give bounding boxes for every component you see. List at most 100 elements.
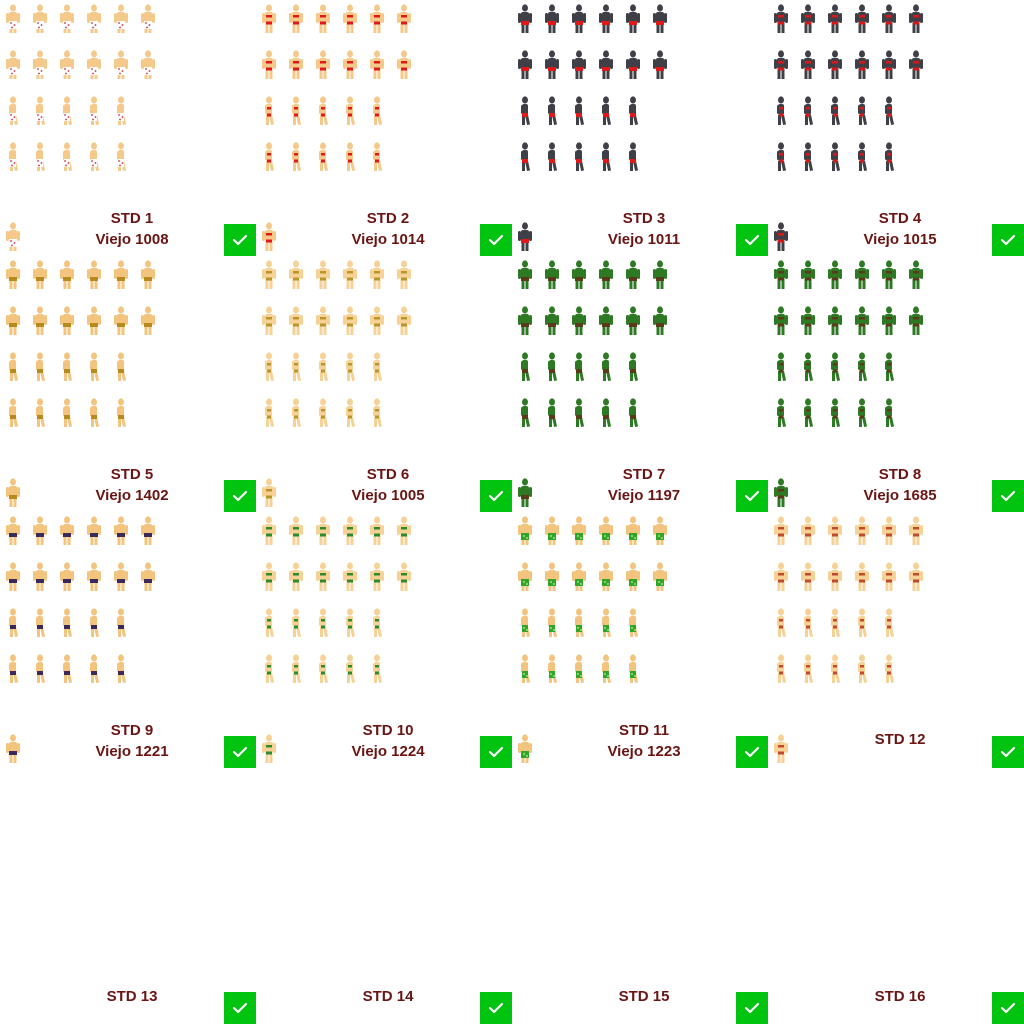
sprite-set-cell[interactable]: STD 12 — [768, 512, 1024, 768]
character-sprite — [599, 260, 613, 289]
character-sprite — [521, 398, 531, 427]
character-sprite — [316, 260, 330, 289]
character-sprite — [602, 352, 612, 381]
character-sprite — [831, 654, 841, 683]
sprite-set-cell[interactable]: STD 11 Viejo 1223 — [512, 512, 768, 768]
character-sprite — [909, 4, 923, 33]
sprite-set-cell[interactable]: STD 8 Viejo 1685 — [768, 256, 1024, 512]
character-sprite — [63, 352, 73, 381]
checkmark-icon[interactable] — [736, 224, 768, 256]
sprite-set-cell[interactable]: STD 4 Viejo 1015 — [768, 0, 1024, 256]
sprite-sheet — [6, 4, 155, 171]
character-sprite — [262, 478, 276, 507]
sprite-sheet — [774, 516, 923, 683]
character-sprite — [518, 4, 532, 33]
character-sprite — [885, 142, 895, 171]
character-sprite — [575, 96, 585, 125]
checkmark-icon[interactable] — [992, 992, 1024, 1024]
character-sprite — [804, 96, 814, 125]
character-sprite — [60, 516, 74, 545]
character-sprite — [626, 50, 640, 79]
character-sprite — [545, 306, 559, 335]
sprite-set-cell[interactable]: STD 13 — [0, 768, 256, 1024]
character-sprite — [626, 306, 640, 335]
sprite-sheet — [518, 260, 667, 427]
character-sprite — [858, 96, 868, 125]
checkmark-icon[interactable] — [992, 224, 1024, 256]
checkmark-icon[interactable] — [224, 224, 256, 256]
character-sprite — [774, 50, 788, 79]
character-sprite — [397, 516, 411, 545]
viejo-label: Viejo 1402 — [95, 487, 169, 504]
character-sprite — [6, 516, 20, 545]
checkmark-icon[interactable] — [736, 736, 768, 768]
character-sprite — [90, 352, 100, 381]
sprite-preview — [6, 478, 20, 507]
sprite-set-cell[interactable]: STD 5 Viejo 1402 — [0, 256, 256, 512]
sprite-preview — [774, 478, 788, 507]
character-sprite — [36, 142, 46, 171]
character-sprite — [265, 96, 275, 125]
character-sprite — [292, 96, 302, 125]
character-sprite — [370, 50, 384, 79]
character-sprite — [885, 352, 895, 381]
sprite-set-cell[interactable]: STD 9 Viejo 1221 — [0, 512, 256, 768]
sprite-set-cell[interactable]: STD 14 — [256, 768, 512, 1024]
character-sprite — [36, 96, 46, 125]
character-sprite — [33, 4, 47, 33]
checkmark-icon[interactable] — [480, 992, 512, 1024]
character-sprite — [114, 50, 128, 79]
character-sprite — [629, 352, 639, 381]
checkmark-icon[interactable] — [992, 736, 1024, 768]
sprite-sheet — [262, 4, 411, 171]
checkmark-icon[interactable] — [736, 480, 768, 512]
character-sprite — [373, 608, 383, 637]
checkmark-icon[interactable] — [480, 224, 512, 256]
character-sprite — [289, 260, 303, 289]
character-sprite — [626, 562, 640, 591]
character-sprite — [9, 142, 19, 171]
sprite-set-cell[interactable]: STD 6 Viejo 1005 — [256, 256, 512, 512]
viejo-label: Viejo 1685 — [863, 487, 937, 504]
sprite-set-cell[interactable]: STD 16 — [768, 768, 1024, 1024]
sprite-set-cell[interactable]: STD 10 Viejo 1224 — [256, 512, 512, 768]
character-sprite — [828, 50, 842, 79]
checkmark-icon[interactable] — [224, 992, 256, 1024]
sprite-set-cell[interactable]: STD 3 Viejo 1011 — [512, 0, 768, 256]
sprite-set-cell[interactable]: STD 2 Viejo 1014 — [256, 0, 512, 256]
character-sprite — [397, 260, 411, 289]
character-sprite — [828, 4, 842, 33]
viejo-label: Viejo 1008 — [95, 231, 169, 248]
sprite-preview — [262, 734, 276, 763]
character-sprite — [653, 516, 667, 545]
checkmark-icon[interactable] — [736, 992, 768, 1024]
character-sprite — [346, 352, 356, 381]
character-sprite — [602, 96, 612, 125]
character-sprite — [265, 608, 275, 637]
character-sprite — [885, 654, 895, 683]
character-sprite — [521, 654, 531, 683]
character-sprite — [629, 96, 639, 125]
character-sprite — [319, 96, 329, 125]
sprite-set-cell[interactable]: STD 7 Viejo 1197 — [512, 256, 768, 512]
character-sprite — [87, 562, 101, 591]
checkmark-icon[interactable] — [224, 736, 256, 768]
character-sprite — [87, 260, 101, 289]
character-sprite — [882, 4, 896, 33]
character-sprite — [831, 96, 841, 125]
character-sprite — [882, 260, 896, 289]
checkmark-icon[interactable] — [480, 480, 512, 512]
character-sprite — [777, 398, 787, 427]
character-sprite — [653, 4, 667, 33]
character-sprite — [141, 562, 155, 591]
sprite-set-cell[interactable]: STD 1 Viejo 1008 — [0, 0, 256, 256]
checkmark-icon[interactable] — [992, 480, 1024, 512]
character-sprite — [629, 398, 639, 427]
character-sprite — [804, 608, 814, 637]
sprite-set-cell[interactable]: STD 15 — [512, 768, 768, 1024]
character-sprite — [777, 96, 787, 125]
character-sprite — [774, 516, 788, 545]
character-sprite — [90, 96, 100, 125]
checkmark-icon[interactable] — [224, 480, 256, 512]
checkmark-icon[interactable] — [480, 736, 512, 768]
